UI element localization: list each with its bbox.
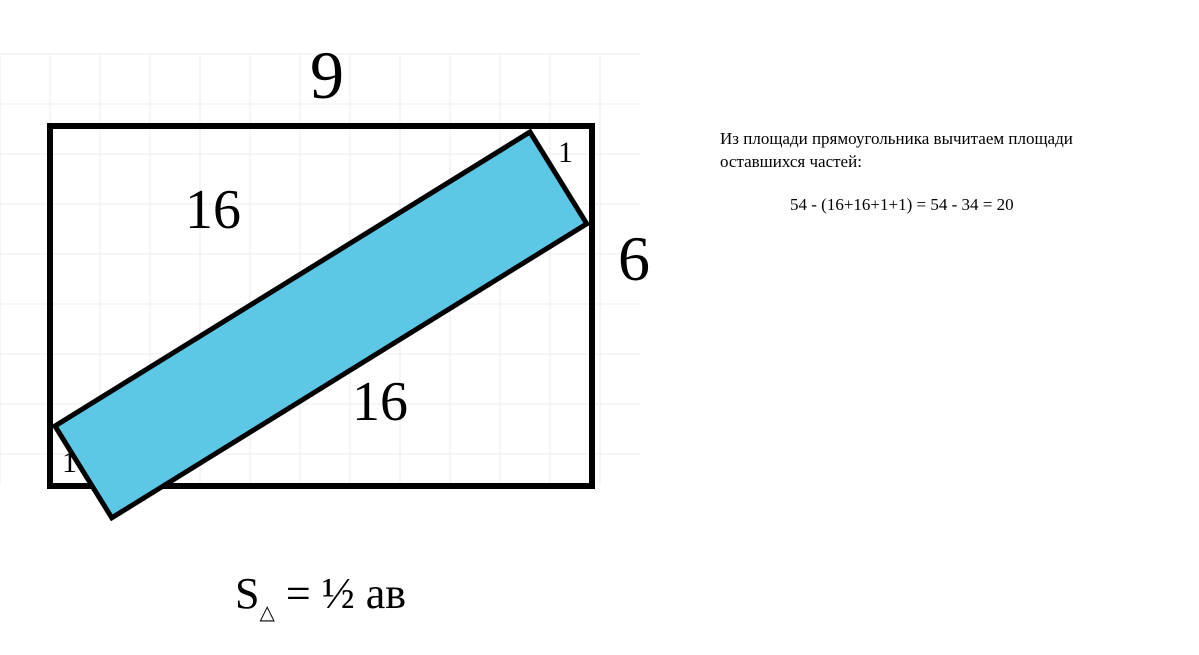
formula: S△ = ½ aв <box>235 569 406 624</box>
label-nine: 9 <box>310 37 344 113</box>
calculation-text: 54 - (16+16+1+1) = 54 - 34 = 20 <box>790 195 1014 215</box>
label-six: 6 <box>618 223 650 294</box>
svg-text:S△ = ½ aв: S△ = ½ aв <box>235 569 406 624</box>
label-sixteen-top: 16 <box>185 179 241 241</box>
diagram-svg: 9 6 16 16 1 1 S△ = ½ aв <box>0 0 1199 655</box>
canvas: 9 6 16 16 1 1 S△ = ½ aв Из площади прямо… <box>0 0 1199 655</box>
label-one-topright: 1 <box>558 136 573 169</box>
label-sixteen-bottom: 16 <box>352 371 408 433</box>
label-one-bottomleft: 1 <box>62 446 77 479</box>
explanation-text: Из площади прямоугольника вычитаем площа… <box>720 128 1160 174</box>
inner-rectangle <box>55 132 587 518</box>
